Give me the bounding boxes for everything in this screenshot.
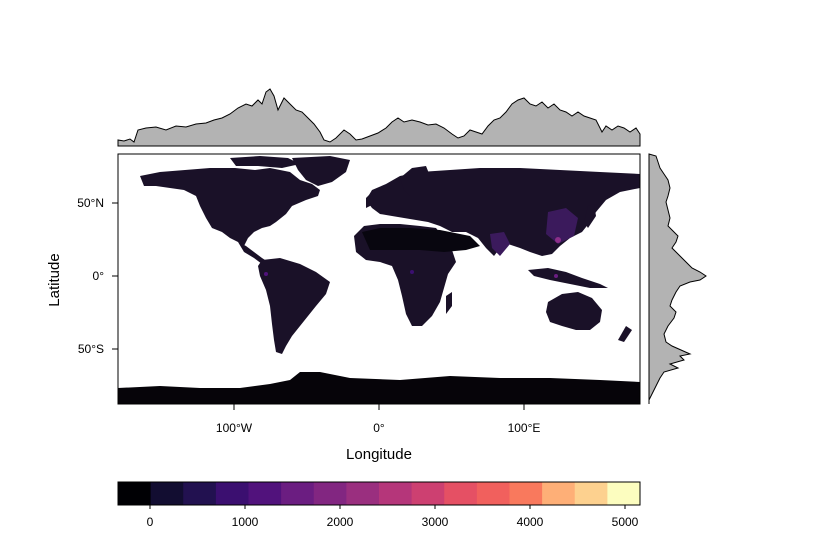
legend-tick-label: 5000 <box>612 515 639 529</box>
antarctica <box>118 372 640 404</box>
legend-tick-label: 2000 <box>327 515 354 529</box>
japan <box>584 204 596 228</box>
south-america <box>258 258 330 354</box>
legend-swatch <box>574 482 608 505</box>
legend-swatch <box>313 482 347 505</box>
x-axis: 100°W 0° 100°E Longitude <box>216 404 540 463</box>
map-panel <box>117 153 641 405</box>
legend-swatches <box>118 482 641 505</box>
java-peak <box>554 274 558 278</box>
x-axis-label: Longitude <box>346 446 412 463</box>
legend-swatch <box>248 482 282 505</box>
y-tick-label: 50°N <box>77 196 104 210</box>
legend-swatch <box>411 482 445 505</box>
east-asia-peak <box>555 237 561 243</box>
legend-tick-label: 0 <box>147 515 154 529</box>
y-axis: 50°N 0° 50°S Latitude <box>46 196 118 356</box>
legend-swatch <box>118 482 152 505</box>
china-hotspot <box>546 208 578 244</box>
andes-peak <box>264 272 268 276</box>
legend-swatch <box>346 482 380 505</box>
north-america <box>140 168 320 246</box>
y-tick-label: 50°S <box>78 342 104 356</box>
india-hotspot <box>490 232 510 256</box>
central-america <box>238 242 268 264</box>
new-zealand <box>618 326 632 342</box>
greenland <box>292 156 350 186</box>
right-marginal-area <box>648 153 707 401</box>
legend-swatch <box>444 482 478 505</box>
legend-swatch <box>607 482 641 505</box>
legend-tick-label: 1000 <box>232 515 259 529</box>
scandinavia <box>400 166 430 196</box>
arctic-islands <box>230 156 300 168</box>
y-axis-label: Latitude <box>46 253 63 306</box>
hotspots <box>264 208 578 278</box>
legend-tick-label: 3000 <box>422 515 449 529</box>
legend-swatch <box>379 482 413 505</box>
maritime-southeast-asia <box>528 268 608 288</box>
x-tick-label: 100°W <box>216 421 253 435</box>
australia <box>546 292 602 330</box>
color-legend: 0 1000 2000 3000 4000 5000 <box>117 481 641 529</box>
madagascar <box>446 292 452 314</box>
legend-tick-label: 4000 <box>517 515 544 529</box>
sahara-region <box>362 228 480 252</box>
legend-frame <box>117 481 641 506</box>
legend-swatch <box>183 482 217 505</box>
british-isles <box>366 192 374 208</box>
x-tick-label: 100°E <box>508 421 541 435</box>
legend-swatch <box>215 482 250 505</box>
top-marginal-plot <box>117 88 641 147</box>
right-marginal-plot <box>648 153 707 404</box>
legend-swatch <box>281 482 315 505</box>
top-marginal-area <box>117 88 641 147</box>
legend-swatch <box>150 482 184 505</box>
nile-peak <box>410 270 414 274</box>
y-tick-label: 0° <box>93 269 105 283</box>
x-tick-label: 0° <box>373 421 385 435</box>
legend-swatch <box>476 482 511 505</box>
legend-swatch <box>509 482 543 505</box>
legend-swatch <box>542 482 576 505</box>
